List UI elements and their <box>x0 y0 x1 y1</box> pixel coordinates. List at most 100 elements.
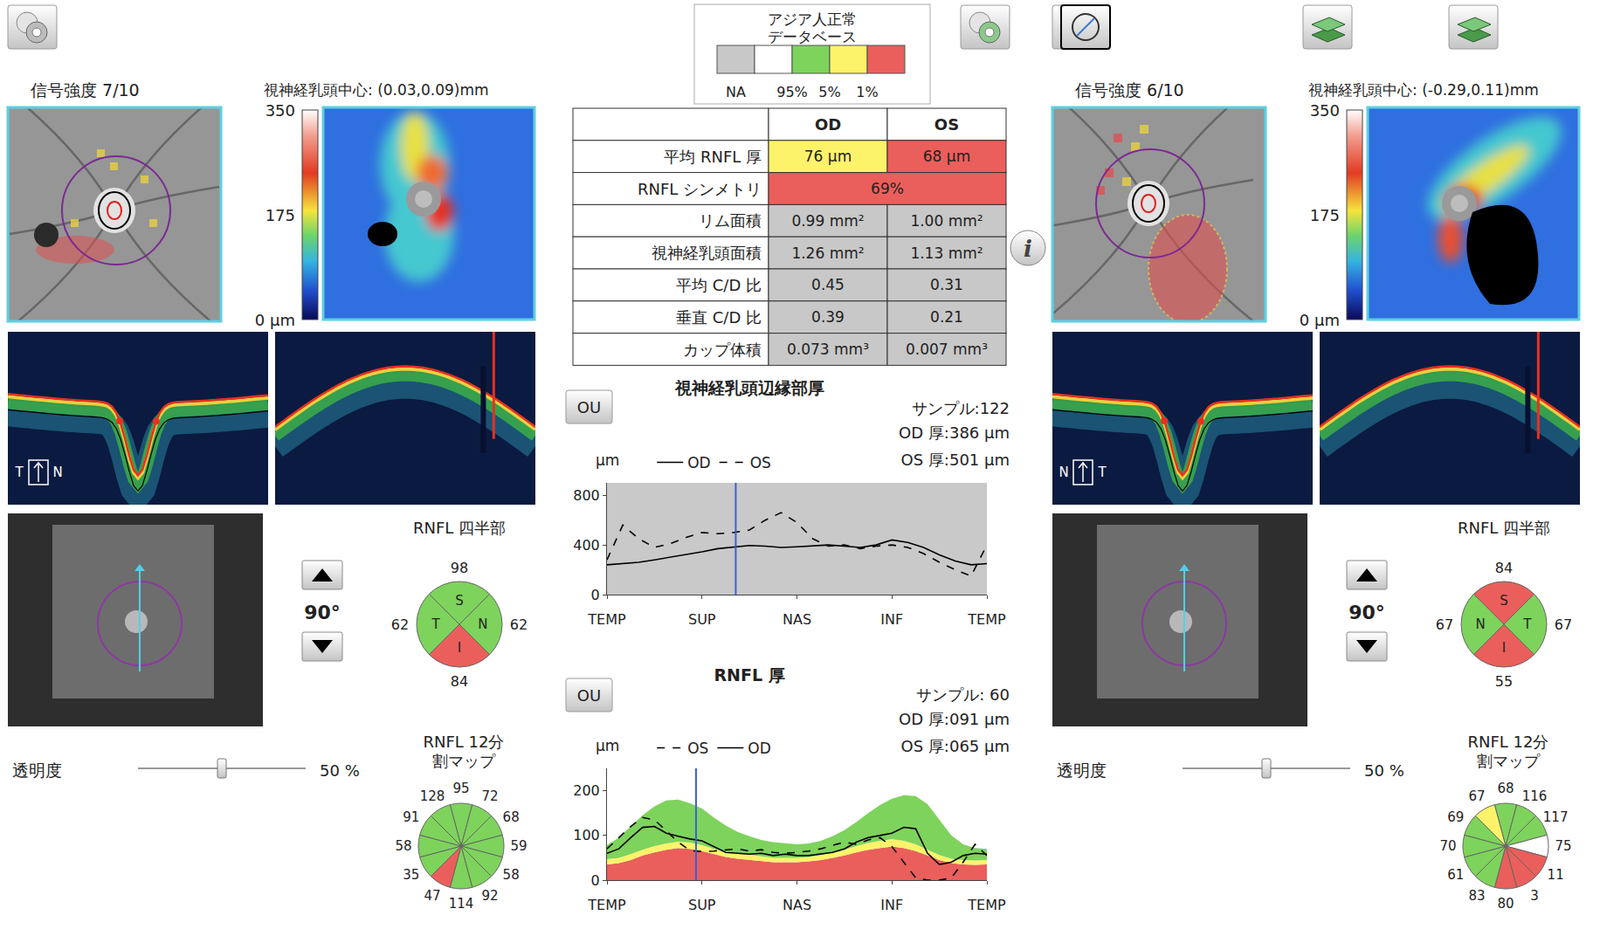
svg-text:TEMP: TEMP <box>586 896 627 914</box>
svg-text:SUP: SUP <box>688 611 717 628</box>
svg-text:NA: NA <box>725 83 746 101</box>
svg-text:61: 61 <box>1447 867 1464 883</box>
svg-text:OD 厚:386 µm: OD 厚:386 µm <box>898 423 1010 442</box>
svg-text:TEMP: TEMP <box>966 896 1007 914</box>
svg-text:35: 35 <box>402 867 420 883</box>
svg-text:76 µm: 76 µm <box>804 147 852 166</box>
svg-text:RNFL シンメトリ: RNFL シンメトリ <box>637 179 762 199</box>
svg-text:サンプル:122: サンプル:122 <box>911 399 1010 418</box>
svg-text:サンプル: 60: サンプル: 60 <box>916 685 1010 704</box>
svg-text:90°: 90° <box>303 601 341 624</box>
svg-text:RNFL 12分: RNFL 12分 <box>1468 732 1550 752</box>
svg-text:84: 84 <box>1495 559 1513 577</box>
svg-text:SUP: SUP <box>688 896 717 914</box>
svg-text:47: 47 <box>423 888 441 904</box>
svg-text:69%: 69% <box>870 179 904 198</box>
svg-text:92: 92 <box>481 888 498 904</box>
svg-text:垂直 C/D 比: 垂直 C/D 比 <box>675 308 762 327</box>
svg-text:NAS: NAS <box>782 611 812 628</box>
svg-text:84: 84 <box>450 673 469 690</box>
svg-text:T: T <box>1522 616 1532 633</box>
svg-text:視神経乳頭中心: (-0.29,0.11)mm: 視神経乳頭中心: (-0.29,0.11)mm <box>1308 81 1539 99</box>
svg-text:0.39: 0.39 <box>811 308 845 326</box>
svg-text:62: 62 <box>391 616 409 634</box>
svg-text:0.31: 0.31 <box>930 275 964 294</box>
svg-text:INF: INF <box>880 896 904 914</box>
svg-text:OS: OS <box>750 454 772 472</box>
svg-text:N: N <box>1475 616 1485 633</box>
svg-text:50 %: 50 % <box>319 761 360 780</box>
svg-text:µm: µm <box>595 451 620 469</box>
svg-text:µm: µm <box>595 737 620 755</box>
svg-text:透明度: 透明度 <box>12 760 63 780</box>
svg-text:58: 58 <box>394 838 412 855</box>
svg-text:0 µm: 0 µm <box>255 310 296 330</box>
svg-text:72: 72 <box>481 788 498 805</box>
svg-text:83: 83 <box>1468 888 1485 904</box>
svg-text:200: 200 <box>572 782 600 800</box>
svg-text:OD: OD <box>687 454 711 472</box>
svg-text:データベース: データベース <box>767 27 857 46</box>
svg-text:割マップ: 割マップ <box>432 751 497 771</box>
svg-text:i: i <box>1023 235 1033 263</box>
svg-text:70: 70 <box>1439 838 1456 855</box>
svg-text:1%: 1% <box>855 83 878 101</box>
svg-text:68: 68 <box>1496 780 1514 797</box>
svg-text:OS 厚:065 µm: OS 厚:065 µm <box>901 737 1010 756</box>
svg-text:アジア人正常: アジア人正常 <box>767 10 857 28</box>
svg-text:N: N <box>52 464 63 481</box>
svg-text:95%: 95% <box>776 83 808 101</box>
svg-text:1.13 mm²: 1.13 mm² <box>910 244 983 263</box>
svg-text:OS 厚:501 µm: OS 厚:501 µm <box>901 450 1010 469</box>
svg-text:68 µm: 68 µm <box>923 147 971 166</box>
svg-text:0: 0 <box>591 872 600 890</box>
svg-text:117: 117 <box>1543 809 1569 826</box>
svg-text:OD: OD <box>814 115 842 134</box>
svg-text:RNFL 12分: RNFL 12分 <box>423 732 505 752</box>
svg-text:0.21: 0.21 <box>930 308 964 326</box>
svg-text:信号強度 7/10: 信号強度 7/10 <box>30 80 140 100</box>
svg-text:カップ体積: カップ体積 <box>682 340 762 359</box>
svg-text:128: 128 <box>420 788 446 805</box>
svg-text:RNFL 厚: RNFL 厚 <box>713 665 785 685</box>
svg-text:62: 62 <box>510 616 528 634</box>
svg-text:98: 98 <box>450 559 469 577</box>
svg-text:1.00 mm²: 1.00 mm² <box>910 212 983 230</box>
svg-text:116: 116 <box>1522 788 1548 805</box>
svg-text:350: 350 <box>265 101 296 120</box>
svg-text:OS: OS <box>687 739 709 758</box>
svg-text:59: 59 <box>510 838 527 855</box>
svg-text:T: T <box>430 616 441 633</box>
svg-text:I: I <box>1502 640 1506 656</box>
svg-text:0.073 mm³: 0.073 mm³ <box>786 340 869 359</box>
svg-text:58: 58 <box>503 867 520 883</box>
svg-text:3: 3 <box>1530 888 1539 904</box>
svg-text:平均 C/D 比: 平均 C/D 比 <box>675 275 762 295</box>
svg-text:視神経乳頭中心: (0.03,0.09)mm: 視神経乳頭中心: (0.03,0.09)mm <box>263 81 490 99</box>
svg-text:I: I <box>457 640 462 656</box>
svg-text:55: 55 <box>1495 673 1513 690</box>
svg-text:90°: 90° <box>1348 601 1386 624</box>
svg-text:OU: OU <box>577 686 601 705</box>
svg-text:平均 RNFL 厚: 平均 RNFL 厚 <box>663 147 762 166</box>
svg-text:0 µm: 0 µm <box>1299 310 1340 330</box>
svg-text:0: 0 <box>591 586 600 604</box>
svg-text:N: N <box>1058 464 1069 481</box>
svg-text:OD: OD <box>747 739 771 758</box>
svg-text:91: 91 <box>402 809 420 826</box>
svg-text:0.99 mm²: 0.99 mm² <box>791 212 864 230</box>
svg-text:RNFL 四半部: RNFL 四半部 <box>1457 518 1551 538</box>
svg-text:350: 350 <box>1310 101 1340 120</box>
svg-text:リム面積: リム面積 <box>698 211 762 230</box>
svg-text:67: 67 <box>1554 616 1573 634</box>
svg-text:5%: 5% <box>818 83 841 101</box>
svg-text:TEMP: TEMP <box>586 611 627 628</box>
svg-text:0.45: 0.45 <box>811 275 845 294</box>
svg-text:N: N <box>477 616 488 633</box>
svg-text:50 %: 50 % <box>1364 761 1405 780</box>
svg-text:INF: INF <box>880 611 904 628</box>
svg-text:80: 80 <box>1496 896 1514 912</box>
svg-text:S: S <box>455 593 464 609</box>
svg-text:NAS: NAS <box>782 896 812 914</box>
svg-text:75: 75 <box>1554 838 1572 855</box>
